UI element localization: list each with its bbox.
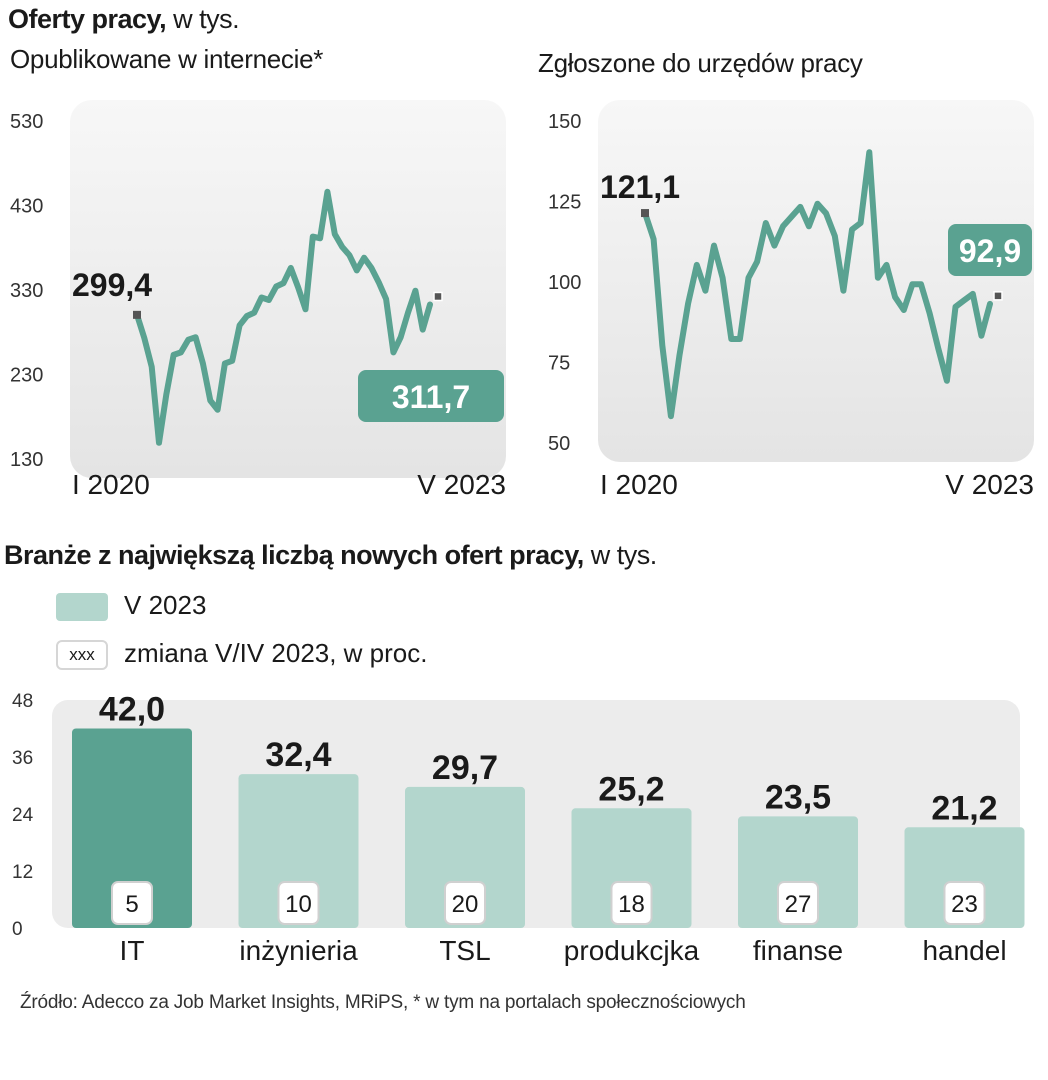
- y-tick-label: 530: [10, 111, 43, 133]
- x-end-label: V 2023: [945, 469, 1034, 500]
- change-box: [444, 881, 486, 925]
- plot-background: [598, 100, 1034, 462]
- chart2-labor-office-offers: 150 125 100 75 50 121,1 92,9 I 2020 V 2023: [548, 100, 1034, 500]
- bar-chart-title-unit: w tys.: [590, 540, 658, 570]
- category-label: finanse: [753, 935, 843, 966]
- y-tick-label: 100: [548, 272, 581, 294]
- bar-value-label: 42,0: [99, 691, 165, 729]
- category-label: IT: [120, 935, 145, 966]
- chart1-online-offers: 530 430 330 230 130 299,4 311,7 I 2020 V 2023: [10, 100, 506, 500]
- category-label: handel: [922, 935, 1006, 966]
- bar-value-label: 32,4: [265, 736, 331, 774]
- end-value-label: 92,9: [959, 233, 1021, 269]
- end-value-label: 311,7: [392, 379, 470, 415]
- change-box: [943, 881, 986, 925]
- chart1-title: Opublikowane w internecie*: [10, 44, 324, 74]
- source-note: Źródło: Adecco za Job Market Insights, M…: [20, 992, 746, 1013]
- y-tick-label: 36: [12, 748, 33, 769]
- bar-1: [238, 774, 359, 928]
- series-line: [642, 149, 993, 420]
- legend-swatch-v2023: [56, 593, 108, 621]
- end-value-box: [358, 370, 504, 422]
- change-label: 20: [452, 891, 479, 918]
- bar-3: [571, 808, 692, 928]
- y-tick-label: 24: [12, 805, 34, 826]
- change-box: [777, 881, 819, 925]
- y-tick-label: 50: [548, 433, 570, 455]
- change-label: 5: [125, 891, 138, 918]
- y-tick-label: 0: [12, 919, 23, 940]
- change-box: [277, 881, 320, 925]
- bar-0: [72, 728, 192, 928]
- plot-background: [52, 700, 1020, 928]
- change-box: [111, 881, 153, 925]
- bar-value-label: 23,5: [765, 778, 831, 816]
- legend-box-change: xxx: [56, 640, 108, 670]
- y-tick-label: 12: [12, 862, 33, 883]
- y-tick-label: 430: [10, 196, 43, 218]
- change-label: 18: [618, 891, 645, 918]
- y-tick-label: 230: [10, 365, 43, 387]
- start-marker: [641, 209, 649, 218]
- bar-chart-industries: 48 36 24 12 0 42,0 5 IT 32,4 10 inżynieria 29,7 20 TS…: [12, 691, 1025, 966]
- bar-2: [405, 786, 525, 928]
- main-title: Oferty pracy, w tys.: [8, 4, 240, 35]
- bar-value-label: 29,7: [432, 749, 498, 787]
- y-tick-label: 330: [10, 280, 43, 302]
- start-value-label: 299,4: [72, 267, 152, 303]
- main-title-bold: Oferty pracy,: [8, 4, 167, 34]
- legend-label-v2023: V 2023: [124, 590, 207, 620]
- start-marker: [133, 310, 141, 319]
- y-tick-label: 150: [548, 111, 581, 133]
- bar-4: [738, 816, 858, 928]
- y-tick-label: 125: [548, 192, 581, 214]
- y-tick-label: 130: [10, 449, 43, 471]
- y-tick-label: 48: [12, 691, 33, 712]
- x-start-label: I 2020: [600, 469, 678, 500]
- x-end-label: V 2023: [417, 469, 506, 500]
- end-marker: [993, 291, 1003, 301]
- end-value-box: [948, 224, 1032, 276]
- legend-label-change: zmiana V/IV 2023, w proc.: [124, 638, 428, 668]
- bar-chart-title: Branże z największą liczbą nowych ofert …: [4, 540, 657, 571]
- change-label: 27: [785, 891, 812, 918]
- y-tick-label: 75: [548, 353, 570, 375]
- main-title-unit: w tys.: [173, 4, 240, 34]
- bar-chart-title-bold: Branże z największą liczbą nowych ofert …: [4, 540, 584, 570]
- chart2-title: Zgłoszone do urzędów pracy: [538, 48, 863, 78]
- change-box: [610, 881, 653, 925]
- category-label: inżynieria: [239, 935, 358, 966]
- change-label: 10: [285, 891, 312, 918]
- bar-value-label: 21,2: [931, 789, 997, 827]
- series-line: [134, 188, 433, 446]
- category-label: TSL: [439, 935, 490, 966]
- start-value-label: 121,1: [600, 169, 680, 205]
- category-label: produkcjka: [564, 935, 700, 966]
- bar-5: [904, 827, 1025, 928]
- end-marker: [433, 291, 443, 302]
- change-label: 23: [951, 891, 978, 918]
- bar-value-label: 25,2: [598, 770, 664, 808]
- x-start-label: I 2020: [72, 469, 150, 500]
